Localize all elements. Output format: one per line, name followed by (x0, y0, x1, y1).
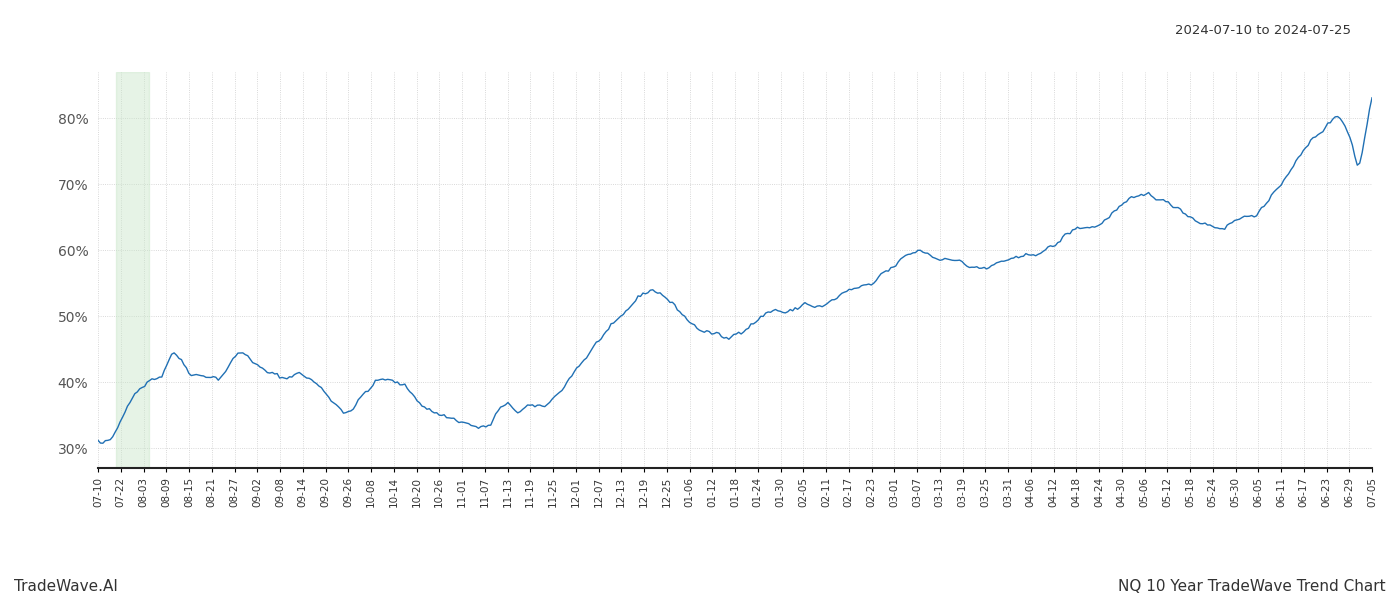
Text: 2024-07-10 to 2024-07-25: 2024-07-10 to 2024-07-25 (1175, 24, 1351, 37)
Text: NQ 10 Year TradeWave Trend Chart: NQ 10 Year TradeWave Trend Chart (1119, 579, 1386, 594)
Text: TradeWave.AI: TradeWave.AI (14, 579, 118, 594)
Bar (116, 72, 148, 468)
